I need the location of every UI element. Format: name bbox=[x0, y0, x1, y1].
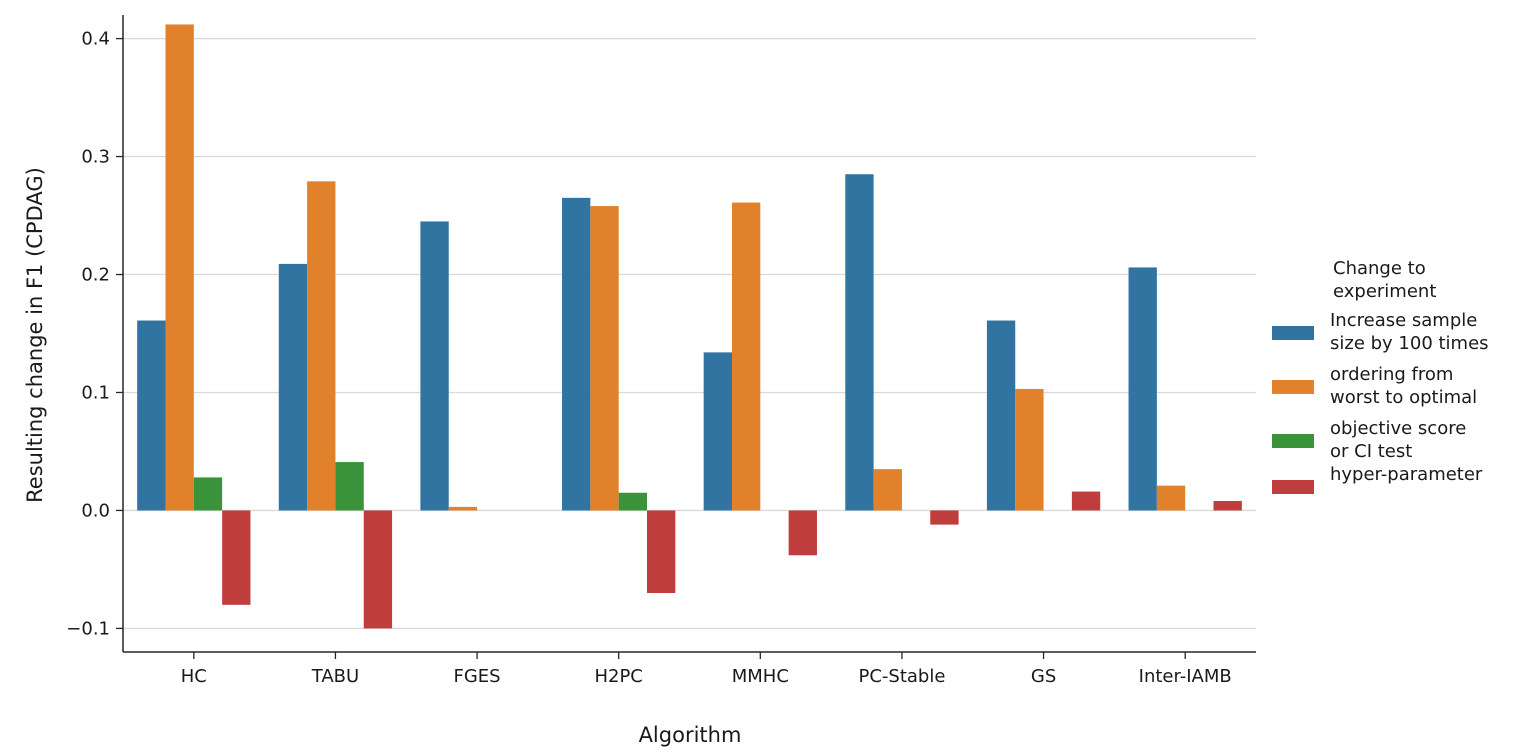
legend-label: worst to optimal bbox=[1330, 387, 1477, 408]
x-tick-label: TABU bbox=[311, 666, 359, 687]
bar-1-pc-stable bbox=[845, 174, 874, 511]
bar-4-mmhc bbox=[788, 510, 817, 556]
bar-2-h2pc bbox=[590, 206, 619, 511]
bar-2-inter-iamb bbox=[1156, 485, 1186, 511]
bar-1-h2pc bbox=[562, 197, 591, 511]
bar-4-gs bbox=[1071, 491, 1101, 511]
bar-3-tabu bbox=[335, 462, 364, 511]
bar-2-gs bbox=[1015, 388, 1044, 511]
bar-4-h2pc bbox=[647, 510, 676, 594]
x-tick-label: PC-Stable bbox=[858, 666, 945, 687]
legend-swatch bbox=[1272, 480, 1314, 494]
bar-4-tabu bbox=[363, 510, 393, 629]
x-tick-label: GS bbox=[1031, 666, 1056, 687]
x-tick-label: H2PC bbox=[594, 666, 642, 687]
bar-2-pc-stable bbox=[873, 469, 902, 511]
bar-4-pc-stable bbox=[930, 510, 959, 525]
y-tick-labels: −0.1 0.0 0.1 0.2 0.3 0.4 bbox=[66, 29, 123, 639]
legend-title-line2: experiment bbox=[1333, 281, 1436, 302]
legend-label: Increase sample bbox=[1330, 310, 1477, 331]
bar-1-hc bbox=[137, 320, 166, 511]
bar-2-fges bbox=[448, 506, 478, 511]
x-tick-label: FGES bbox=[454, 666, 501, 687]
legend-label: objective score bbox=[1330, 418, 1466, 439]
y-tick-label: 0.1 bbox=[81, 382, 110, 403]
x-tick-label: HC bbox=[181, 666, 207, 687]
y-tick-label: 0.2 bbox=[81, 265, 110, 286]
x-axis-title: Algorithm bbox=[639, 723, 742, 747]
y-tick-label: −0.1 bbox=[66, 618, 110, 639]
x-tick-label: MMHC bbox=[732, 666, 789, 687]
y-tick-label: 0.3 bbox=[81, 147, 110, 168]
bar-2-hc bbox=[165, 24, 194, 511]
legend-label: hyper-parameter bbox=[1330, 464, 1483, 485]
legend-label: or CI test bbox=[1330, 441, 1412, 462]
y-axis-title: Resulting change in F1 (CPDAG) bbox=[23, 167, 47, 503]
legend: Change to experiment Increase samplesize… bbox=[1272, 258, 1489, 494]
bar-1-tabu bbox=[278, 263, 308, 511]
bar-2-mmhc bbox=[731, 202, 761, 511]
bars bbox=[137, 24, 1242, 629]
legend-title-line1: Change to bbox=[1333, 258, 1426, 279]
bar-1-gs bbox=[986, 320, 1016, 511]
bar-4-inter-iamb bbox=[1213, 501, 1242, 511]
legend-swatch bbox=[1272, 326, 1314, 340]
legend-label: ordering from bbox=[1330, 364, 1453, 385]
bar-3-hc bbox=[193, 477, 223, 511]
legend-swatch bbox=[1272, 380, 1314, 394]
y-tick-label: 0.4 bbox=[81, 29, 110, 50]
axes bbox=[122, 15, 1256, 653]
x-tick-labels: HC TABU FGES H2PC MMHC PC-Stable GS Inter-IAMB bbox=[181, 652, 1232, 687]
legend-swatch bbox=[1272, 434, 1314, 448]
bar-1-mmhc bbox=[703, 352, 732, 511]
bar-4-hc bbox=[222, 510, 251, 605]
bar-1-fges bbox=[420, 221, 449, 511]
bar-3-h2pc bbox=[618, 492, 648, 511]
bar-1-inter-iamb bbox=[1128, 267, 1157, 511]
x-tick-label: Inter-IAMB bbox=[1139, 666, 1232, 687]
bar-2-tabu bbox=[307, 181, 336, 511]
legend-label: size by 100 times bbox=[1330, 333, 1489, 354]
y-tick-label: 0.0 bbox=[81, 500, 110, 521]
